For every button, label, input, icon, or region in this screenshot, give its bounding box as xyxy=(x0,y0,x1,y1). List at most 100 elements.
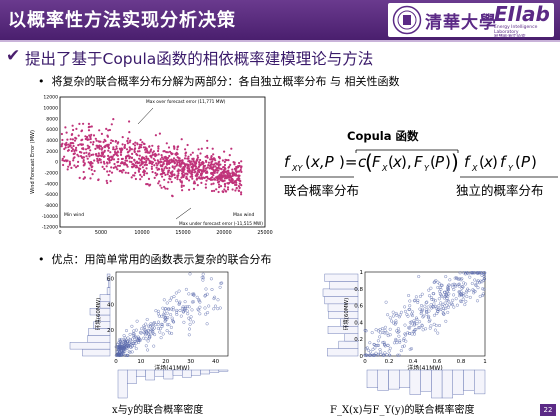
data-point xyxy=(227,171,230,174)
data-point xyxy=(234,174,237,177)
data-point xyxy=(474,283,478,287)
data-point xyxy=(116,142,119,145)
data-point xyxy=(193,171,196,174)
data-point xyxy=(120,161,123,164)
data-point xyxy=(470,282,474,286)
data-point xyxy=(192,292,196,296)
data-point xyxy=(61,157,64,160)
data-point xyxy=(92,153,95,156)
x-axis-label: 洋场(41MW) xyxy=(407,364,442,372)
data-point xyxy=(144,147,147,150)
data-point xyxy=(395,313,399,317)
data-point xyxy=(409,324,413,328)
y-tick-label: -8000 xyxy=(45,203,58,209)
data-point xyxy=(159,158,162,161)
data-point xyxy=(368,341,372,345)
data-point xyxy=(439,283,443,287)
data-point xyxy=(210,171,213,175)
data-point xyxy=(240,160,243,163)
data-point xyxy=(447,299,451,303)
data-point xyxy=(386,334,390,338)
data-point xyxy=(203,306,207,310)
y-tick-label: -6000 xyxy=(45,192,58,198)
data-point xyxy=(371,353,375,357)
data-point xyxy=(179,165,182,168)
data-point xyxy=(203,176,206,180)
data-point xyxy=(371,347,375,351)
data-point xyxy=(407,308,411,312)
data-point xyxy=(82,122,85,125)
data-point xyxy=(180,163,183,166)
data-point xyxy=(142,170,145,173)
data-point xyxy=(126,336,130,340)
data-point xyxy=(87,129,91,132)
histogram-bar xyxy=(82,348,111,357)
data-point xyxy=(73,164,76,167)
y-tick-label: 12000 xyxy=(43,95,58,101)
data-point xyxy=(167,331,171,335)
data-point xyxy=(134,347,138,351)
data-point xyxy=(128,146,131,149)
data-point xyxy=(426,305,430,309)
data-point xyxy=(450,303,454,307)
data-point xyxy=(414,295,418,299)
data-point xyxy=(446,288,450,292)
data-point xyxy=(133,148,136,151)
data-point xyxy=(80,151,83,154)
data-point xyxy=(166,187,169,190)
data-point xyxy=(381,353,385,357)
data-point xyxy=(412,332,416,336)
data-point xyxy=(74,148,77,151)
caption-copula: F_X(x)与F_Y(y)的联合概率密度 xyxy=(330,405,475,416)
data-point xyxy=(118,164,121,167)
data-point xyxy=(122,338,126,342)
data-point xyxy=(192,187,196,190)
data-point xyxy=(446,285,450,289)
data-point xyxy=(68,162,72,165)
data-point xyxy=(168,175,171,178)
data-point xyxy=(134,141,137,144)
x-tick-label: 0.2 xyxy=(385,359,394,365)
data-point xyxy=(201,272,205,276)
svg-text:): ) xyxy=(451,150,459,174)
data-point xyxy=(97,161,100,164)
data-point xyxy=(191,173,194,176)
data-point xyxy=(180,138,183,141)
data-point xyxy=(160,323,164,327)
data-point xyxy=(437,304,441,308)
data-point xyxy=(230,147,233,150)
data-point xyxy=(452,305,456,309)
data-point xyxy=(183,300,187,304)
data-point xyxy=(164,159,167,162)
plot-area xyxy=(364,271,486,357)
data-point xyxy=(188,169,191,172)
data-point xyxy=(165,317,169,321)
copula-label: Copula 函数 xyxy=(347,129,419,143)
data-point xyxy=(369,350,373,354)
data-point xyxy=(190,300,194,304)
data-point xyxy=(200,275,204,279)
data-point xyxy=(123,146,126,149)
data-point xyxy=(115,145,118,148)
data-point xyxy=(183,306,187,310)
data-point xyxy=(144,330,148,334)
data-point xyxy=(197,148,200,151)
data-point xyxy=(225,190,228,193)
histogram-bar xyxy=(366,369,378,388)
data-point xyxy=(155,174,158,177)
x-axis-label: 洋场(41MW) xyxy=(154,364,189,372)
data-point xyxy=(451,298,455,302)
data-point xyxy=(427,294,431,298)
data-point xyxy=(107,158,110,161)
data-point xyxy=(153,159,157,162)
data-point xyxy=(108,161,111,164)
data-point xyxy=(457,290,461,294)
data-point xyxy=(95,144,98,147)
data-point xyxy=(191,169,194,172)
data-point xyxy=(235,170,238,173)
data-point xyxy=(160,154,163,157)
data-point xyxy=(91,162,94,165)
data-point xyxy=(135,319,139,323)
data-point xyxy=(223,160,226,163)
data-point xyxy=(169,325,173,329)
